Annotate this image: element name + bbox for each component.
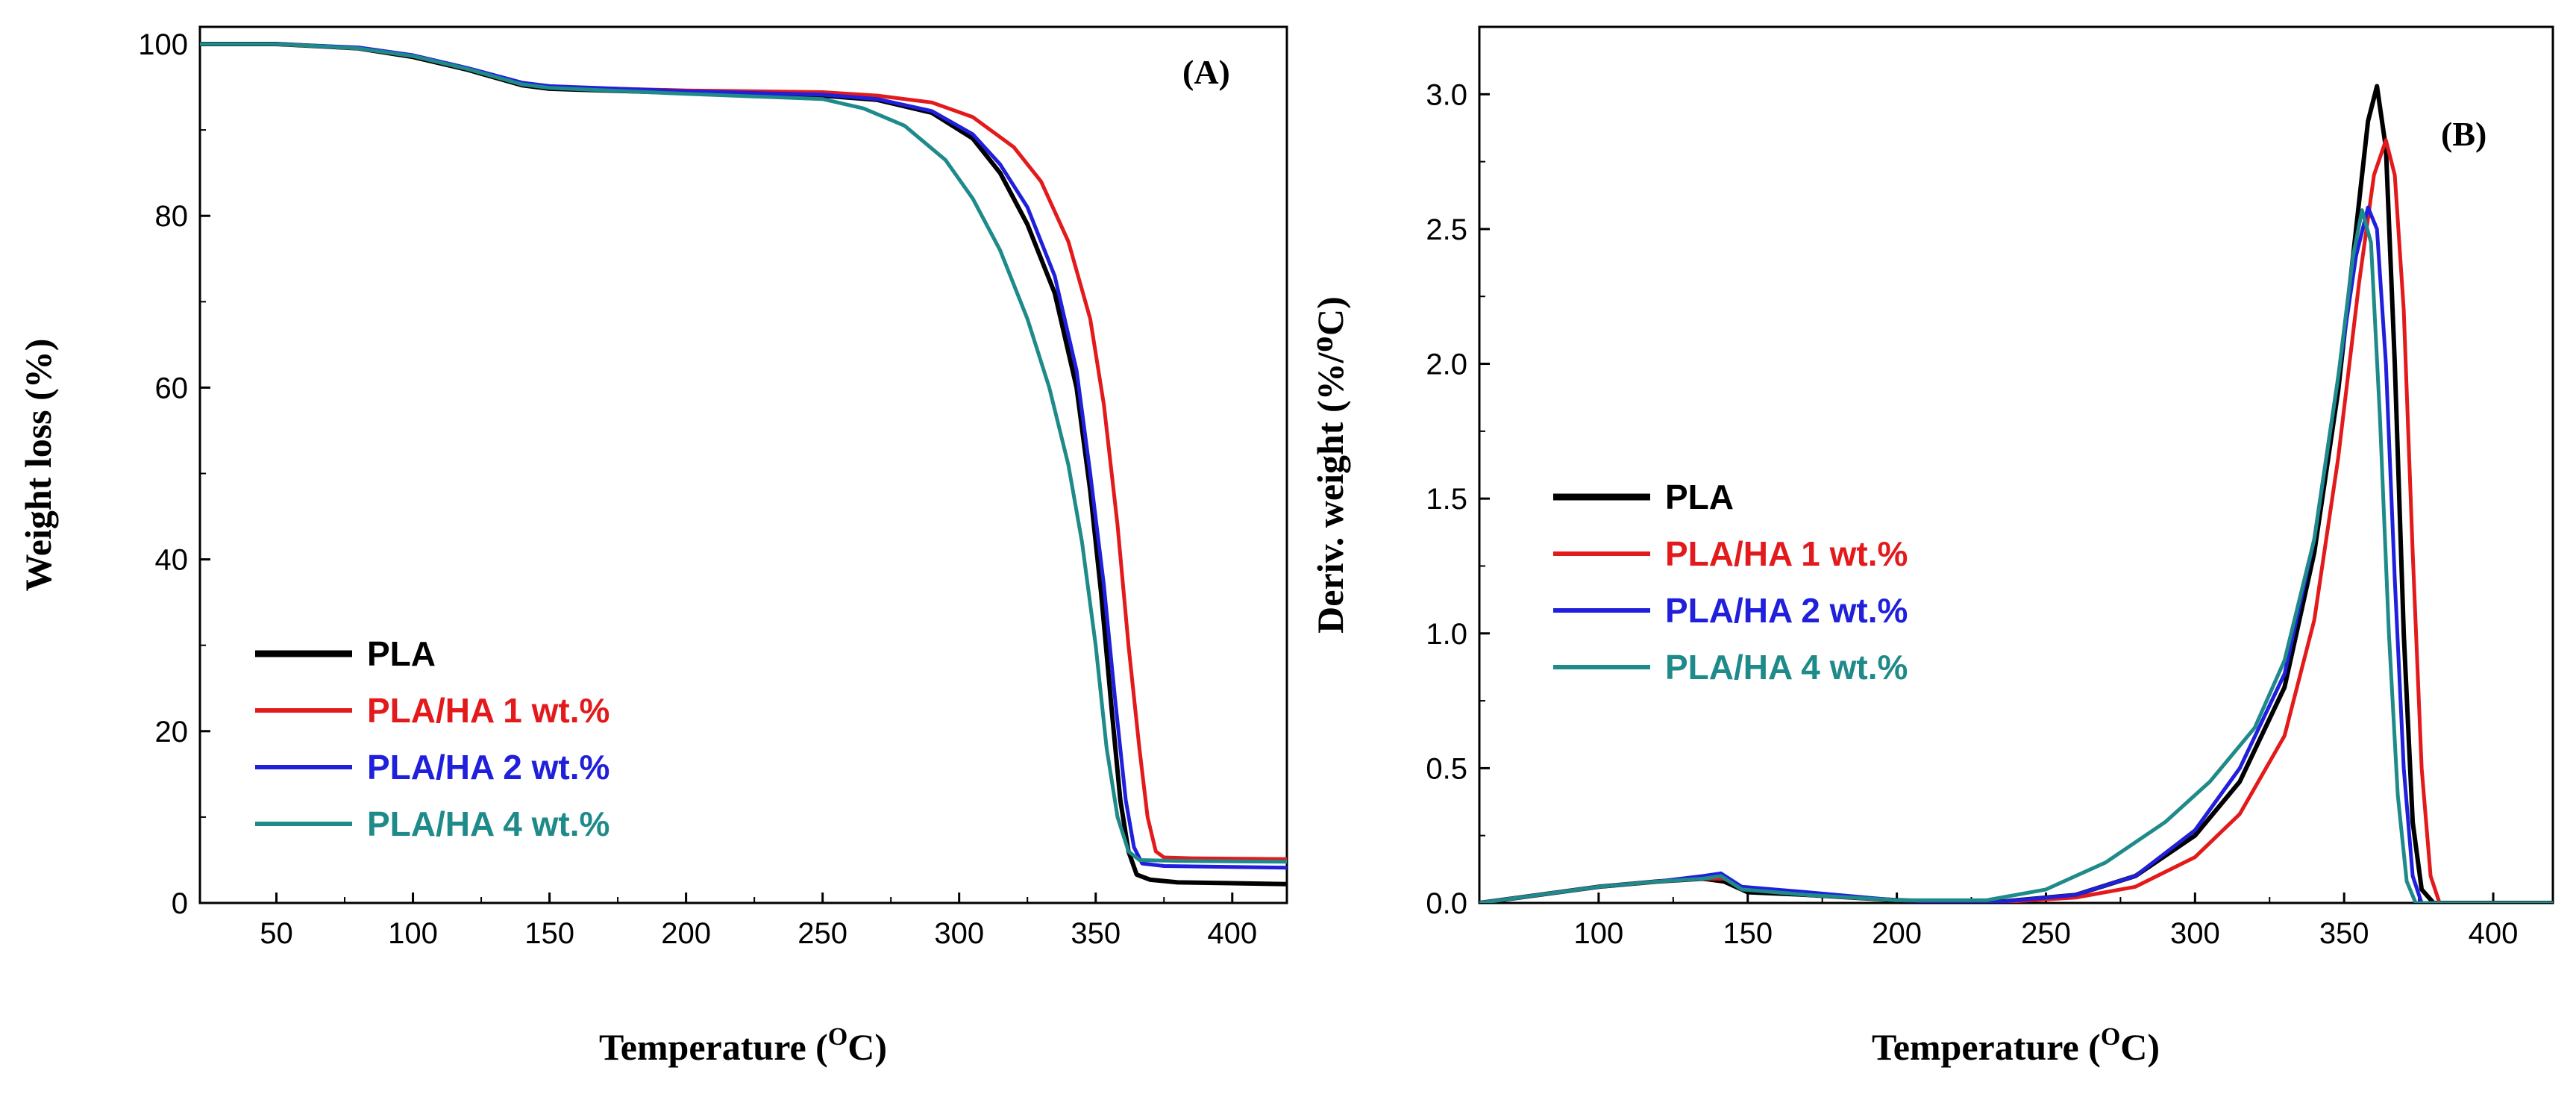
- y-tick-label-B: 0.0: [1426, 887, 1467, 920]
- x-tick-label-B: 300: [2170, 917, 2220, 950]
- x-tick-label-A: 150: [524, 917, 574, 950]
- legend-label-A-2: PLA/HA 2 wt.%: [367, 748, 609, 787]
- x-tick-label-B: 100: [1574, 917, 1624, 950]
- legend-label-A-3: PLA/HA 4 wt.%: [367, 804, 609, 843]
- plot-frame-A: [198, 25, 1288, 904]
- x-tick-label-B: 400: [2469, 917, 2519, 950]
- y-tick-label-A: 0: [172, 887, 188, 920]
- series-group-A: [200, 42, 1287, 887]
- x-tick-label-B: 200: [1872, 917, 1922, 950]
- y-tick-label-A: 60: [155, 372, 189, 404]
- x-tick-label-B: 150: [1723, 917, 1773, 950]
- y-tick-label-B: 2.0: [1426, 348, 1467, 381]
- x-tick-label-A: 100: [388, 917, 438, 950]
- panel-label-B: (B): [2441, 115, 2486, 153]
- series-line-B-2: [1479, 205, 2553, 903]
- legend-label-B-3: PLA/HA 4 wt.%: [1665, 648, 1908, 687]
- panel-label-A: (A): [1182, 53, 1230, 91]
- legend-label-B-2: PLA/HA 2 wt.%: [1665, 591, 1908, 630]
- y-tick-label-A: 80: [155, 200, 189, 233]
- y-tick-label-B: 2.5: [1426, 213, 1467, 246]
- series-line-A-2: [200, 42, 1287, 870]
- x-tick-label-A: 350: [1071, 917, 1121, 950]
- y-tick-label-B: 0.5: [1426, 752, 1467, 785]
- series-line-B-3: [1479, 208, 2553, 903]
- x-axis-title-A: Temperature (OC): [599, 1023, 887, 1068]
- x-tick-label-A: 250: [797, 917, 847, 950]
- x-tick-label-A: 400: [1207, 917, 1257, 950]
- panel-B: 100 150 200 250 300 350 400 0.0 0.5 1.0 1.5 2.0 2.5 3…: [1309, 25, 2554, 1068]
- legend-label-A-1: PLA/HA 1 wt.%: [367, 691, 609, 730]
- x-tick-label-B: 250: [2021, 917, 2071, 950]
- panel-A: 50 100 150 200 250 300 350 400 0 20 40 60 80 100 (A) Te…: [17, 25, 1288, 1068]
- legend-A: PLA PLA/HA 1 wt.% PLA/HA 2 wt.% PLA/HA 4 wt…: [255, 634, 609, 843]
- legend-label-B-0: PLA: [1665, 478, 1734, 516]
- series-group-B: [1479, 84, 2553, 903]
- series-line-A-0: [200, 42, 1287, 887]
- y-axis-title-A: Weight loss (%): [17, 339, 59, 592]
- legend-label-A-0: PLA: [367, 634, 436, 673]
- y-tick-label-A: 20: [155, 716, 189, 748]
- legend-label-B-1: PLA/HA 1 wt.%: [1665, 534, 1908, 573]
- series-line-A-1: [200, 42, 1287, 861]
- y-tick-label-A: 100: [138, 28, 188, 61]
- series-line-A-3: [200, 42, 1287, 864]
- x-tick-label-A: 200: [661, 917, 711, 950]
- y-tick-label-B: 3.0: [1426, 78, 1467, 111]
- y-tick-label-A: 40: [155, 544, 189, 577]
- x-tick-label-B: 350: [2319, 917, 2369, 950]
- y-tick-label-B: 1.5: [1426, 483, 1467, 516]
- x-tick-label-A: 300: [934, 917, 984, 950]
- x-tick-label-A: 50: [260, 917, 293, 950]
- y-tick-label-B: 1.0: [1426, 618, 1467, 651]
- legend-B: PLA PLA/HA 1 wt.% PLA/HA 2 wt.% PLA/HA 4 wt…: [1553, 478, 1908, 687]
- y-axis-title-B: Deriv. weight (%/ᴼC): [1309, 296, 1351, 634]
- x-axis-title-B: Temperature (OC): [1872, 1023, 2160, 1068]
